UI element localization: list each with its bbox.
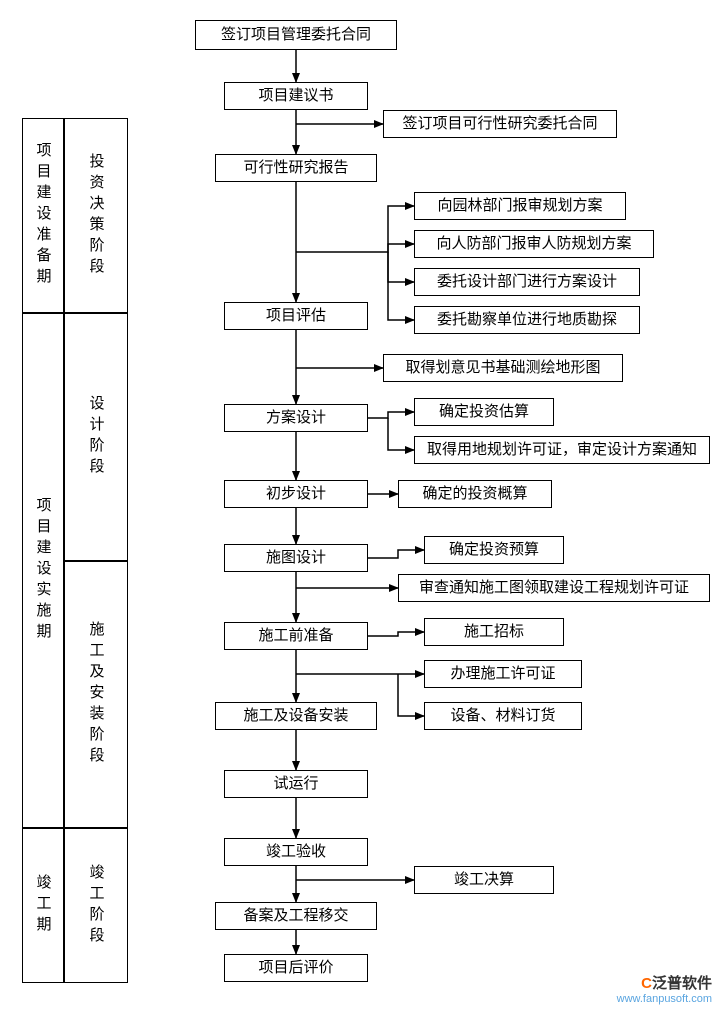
node-n10b: 审查通知施工图领取建设工程规划许可证: [398, 574, 710, 602]
node-n5c: 委托设计部门进行方案设计: [414, 268, 640, 296]
watermark-accent: C: [641, 975, 652, 992]
edge-n4b-n5c: [388, 252, 414, 282]
edge-n8b1-n8a: [368, 412, 414, 418]
node-n11: 施工前准备: [224, 622, 368, 650]
node-n14: 竣工验收: [224, 838, 368, 866]
node-n8b: 取得用地规划许可证，审定设计方案通知: [414, 436, 710, 464]
edge-n8b2-n8b: [388, 418, 414, 450]
edge-n11b1-n11a: [368, 632, 424, 636]
node-n7: 取得划意见书基础测绘地形图: [383, 354, 623, 382]
phase-p1a: 项目建设准备期: [22, 118, 64, 313]
phase-p1b: 投资决策阶段: [64, 118, 128, 313]
node-n13: 试运行: [224, 770, 368, 798]
node-n5a: 向园林部门报审规划方案: [414, 192, 626, 220]
watermark: C泛普软件 www.fanpusoft.com: [617, 972, 712, 1005]
node-n5d: 委托勘察单位进行地质勘探: [414, 306, 640, 334]
edge-n4b-n5a: [296, 206, 414, 252]
node-n10: 施图设计: [224, 544, 368, 572]
node-n8: 方案设计: [224, 404, 368, 432]
node-n16: 项目后评价: [224, 954, 368, 982]
watermark-brand: C泛普软件: [617, 972, 712, 993]
edge-n4b-n5d: [388, 252, 414, 320]
node-n4: 可行性研究报告: [215, 154, 377, 182]
phase-p2b: 设计阶段: [64, 313, 128, 561]
phase-p2a: 项目建设实施期: [22, 313, 64, 828]
node-n2: 项目建议书: [224, 82, 368, 110]
node-n14a: 竣工决算: [414, 866, 554, 894]
watermark-url: www.fanpusoft.com: [617, 993, 712, 1005]
node-n6: 项目评估: [224, 302, 368, 330]
edge-n10b1-n10a: [368, 550, 424, 558]
node-n5b: 向人防部门报审人防规划方案: [414, 230, 654, 258]
node-n9a: 确定的投资概算: [398, 480, 552, 508]
node-n3: 签订项目可行性研究委托合同: [383, 110, 617, 138]
node-n12: 施工及设备安装: [215, 702, 377, 730]
phase-p3b: 竣工阶段: [64, 828, 128, 983]
node-n10a: 确定投资预算: [424, 536, 564, 564]
node-n15: 备案及工程移交: [215, 902, 377, 930]
node-n11a: 施工招标: [424, 618, 564, 646]
phase-p3a: 竣工期: [22, 828, 64, 983]
phase-p2c: 施工及安装阶段: [64, 561, 128, 828]
node-n11c: 设备、材料订货: [424, 702, 582, 730]
edge-n4b-n5b: [388, 244, 414, 252]
watermark-brand-text: 泛普软件: [652, 975, 712, 992]
node-n1: 签订项目管理委托合同: [195, 20, 397, 50]
edge-n11b3-n11c: [398, 674, 424, 716]
node-n9: 初步设计: [224, 480, 368, 508]
node-n11b: 办理施工许可证: [424, 660, 582, 688]
node-n8a: 确定投资估算: [414, 398, 554, 426]
